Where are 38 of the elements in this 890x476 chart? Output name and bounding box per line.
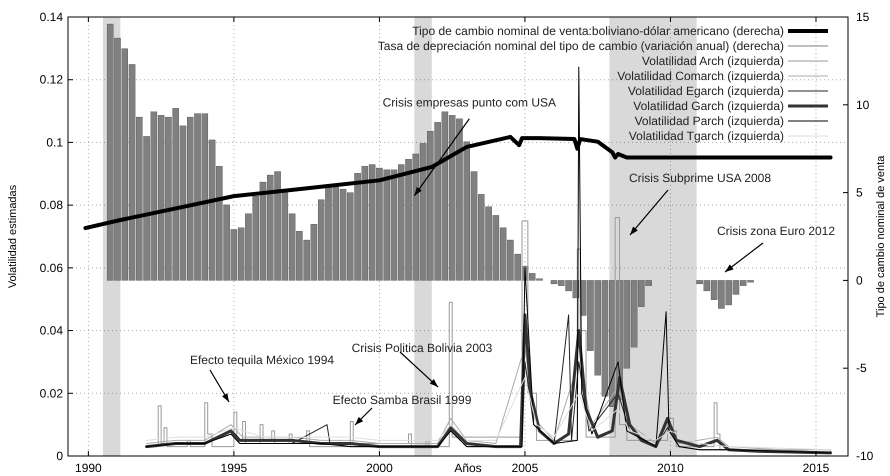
legend-label: Volatilidad Egarch (izquierda): [628, 84, 784, 98]
x-tick-label: 2015: [802, 461, 830, 475]
annotation: Crisis zona Euro 2012: [716, 224, 836, 238]
y2-tick-label: -10: [856, 449, 874, 463]
x-tick-label: 1990: [75, 461, 102, 475]
legend-label: Volatilidad Arch (izquierda): [642, 54, 784, 68]
legend-label: Volatilidad Parch (izquierda): [634, 114, 784, 128]
y2-tick-label: 15: [856, 10, 870, 24]
legend-label: Tipo de cambio nominal de venta:boliviano-dólar americano (derecha): [412, 24, 784, 38]
y-tick-label: 0: [56, 449, 64, 463]
x-axis-title: Años: [454, 461, 482, 475]
x-tick-label: 1995: [220, 461, 248, 475]
y-tick-label: 0.08: [40, 198, 64, 212]
annotation: Crisis Politica Bolivia 2003: [352, 341, 493, 355]
y-tick-label: 0.04: [40, 324, 64, 338]
annotation: Efecto tequila México 1994: [190, 353, 334, 367]
legend-label: Volatilidad Garch (izquierda): [633, 99, 784, 113]
legend-label: Volatilidad Comarch (izquierda): [617, 69, 784, 83]
y2-tick-label: 0: [856, 273, 863, 288]
y2-axis-title: Tipo de cambio nominal de venta: [875, 154, 887, 318]
y-tick-label: 0.02: [40, 386, 64, 400]
y2-tick-label: 5: [856, 186, 863, 200]
y-tick-label: 0.1: [46, 135, 64, 150]
annotation: Efecto Samba Brasil 1999: [332, 393, 472, 407]
y2-tick-label: 10: [856, 98, 870, 112]
line-series: [146, 377, 832, 450]
y-tick-label: 0.06: [40, 260, 64, 275]
y-axis-title: Volatilidad estimadas: [7, 184, 19, 288]
annotation: Crisis empresas punto com USA: [382, 96, 556, 110]
legend-label: Volatilidad Tgarch (izquierda): [628, 129, 784, 143]
x-tick-label: 2010: [657, 461, 684, 475]
y-tick-label: 0.12: [40, 72, 64, 87]
y2-tick-label: -5: [856, 361, 867, 376]
x-tick-label: 2005: [512, 461, 539, 475]
legend-label: Tasa de depreciación nominal del tipo de cambio (variación anual) (derecha): [378, 39, 784, 53]
annotation: Crisis Subprime USA 2008: [628, 171, 772, 185]
x-tick-label: 2000: [366, 461, 394, 475]
y-tick-label: 0.14: [40, 10, 64, 24]
